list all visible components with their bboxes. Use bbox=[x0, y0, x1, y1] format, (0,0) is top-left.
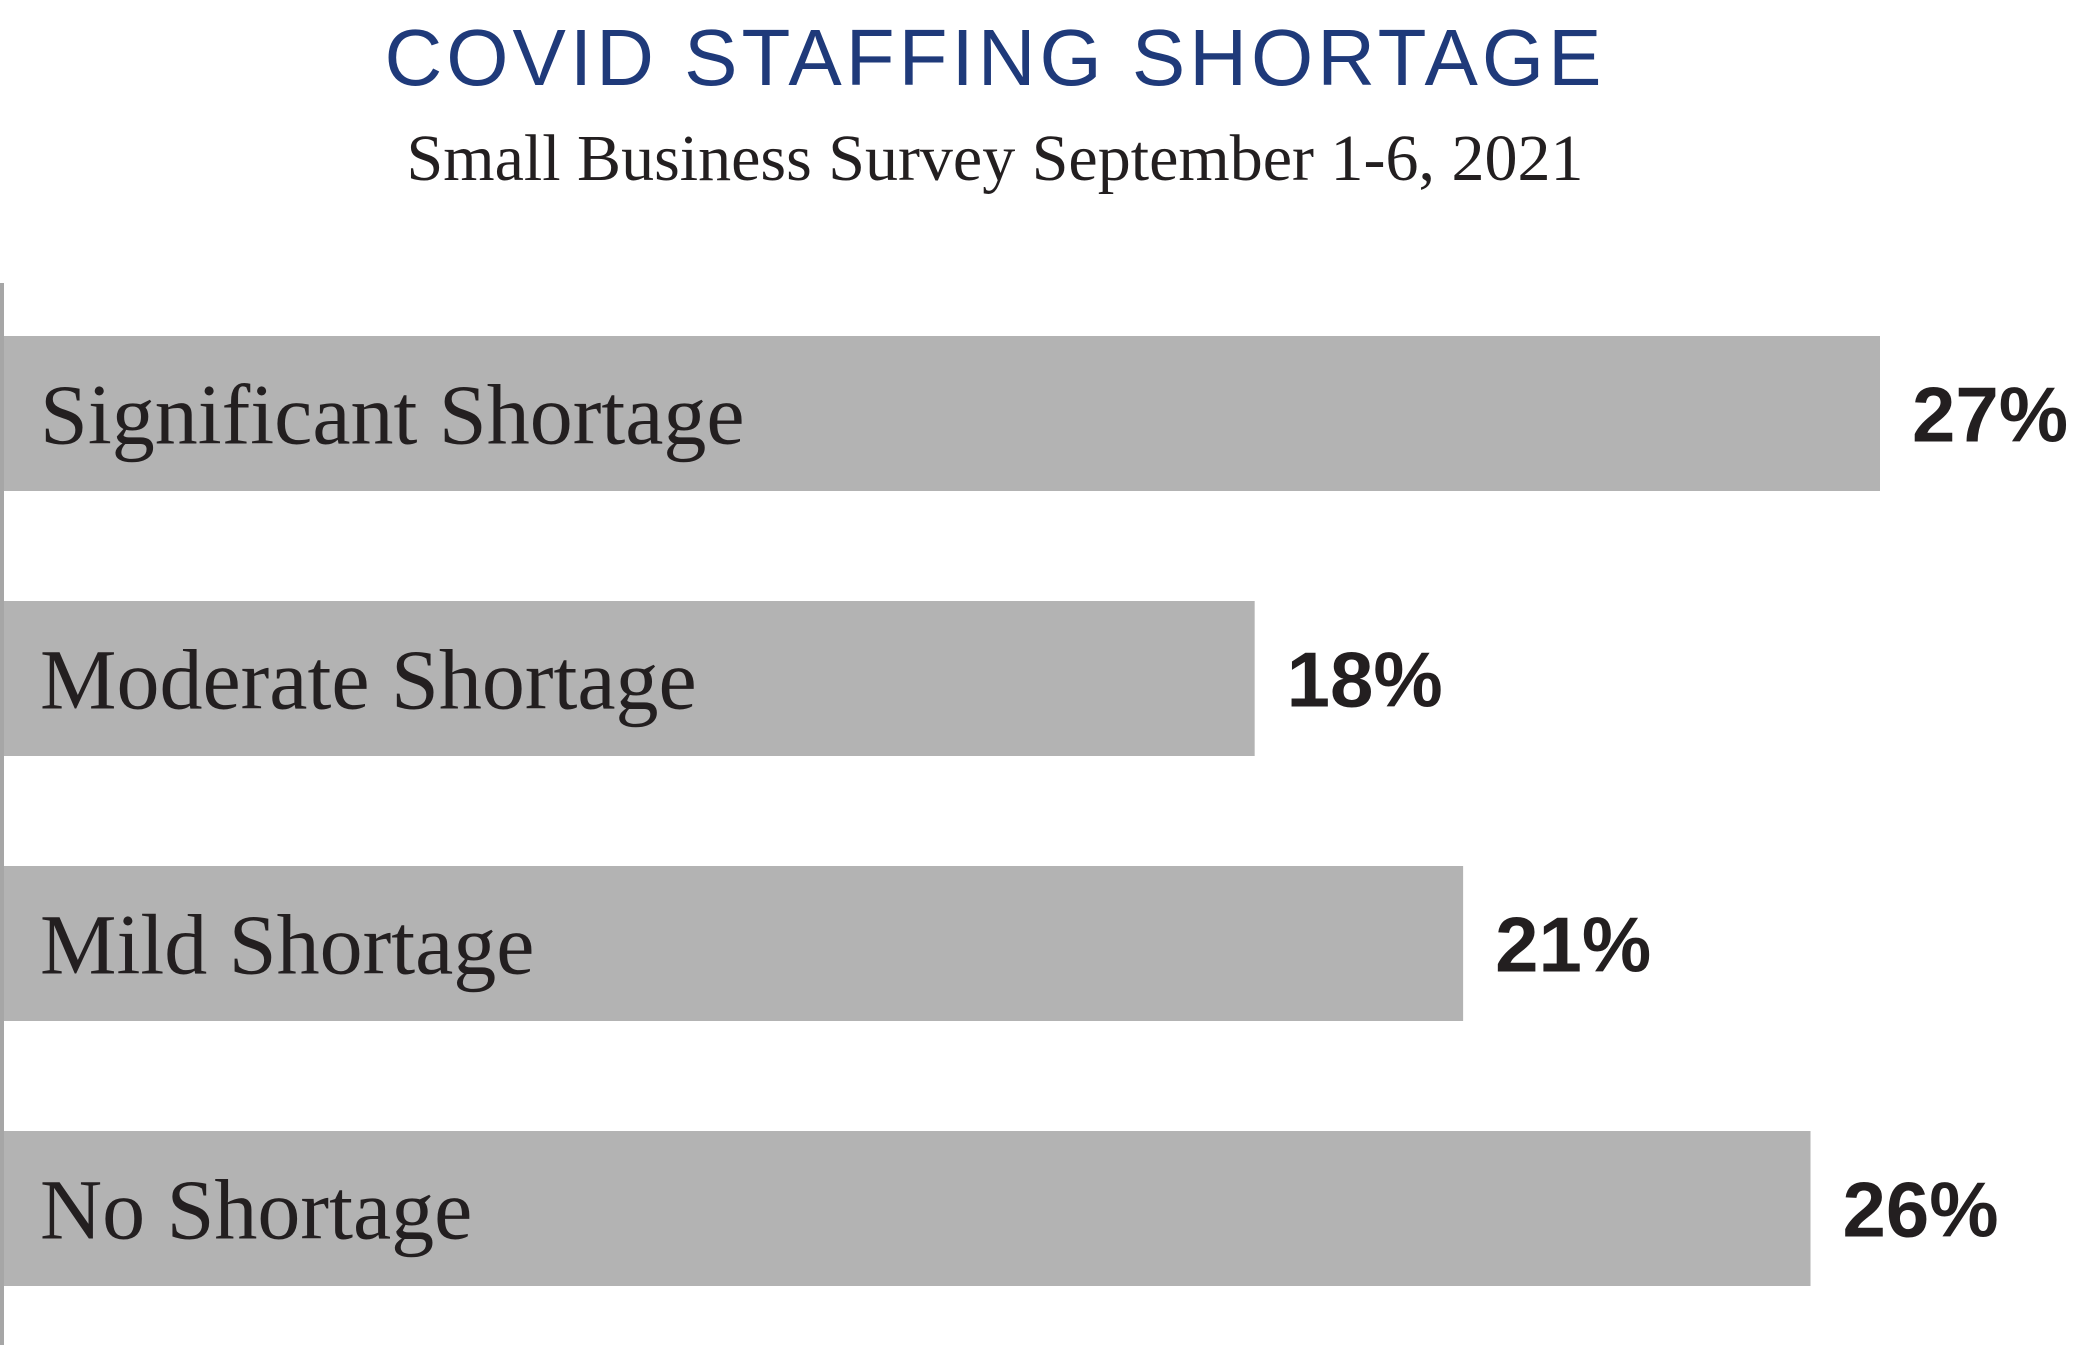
bar-no-shortage bbox=[4, 1131, 1811, 1286]
category-label: Moderate Shortage bbox=[40, 632, 697, 728]
chart-subtitle: Small Business Survey September 1-6, 202… bbox=[407, 122, 1584, 195]
category-label: Significant Shortage bbox=[40, 367, 745, 463]
value-label: 18% bbox=[1287, 636, 1443, 724]
value-label: 26% bbox=[1843, 1166, 1999, 1254]
category-label: No Shortage bbox=[40, 1162, 472, 1258]
category-label: Mild Shortage bbox=[40, 897, 534, 993]
bar-moderate-shortage bbox=[4, 601, 1255, 756]
bar-mild-shortage bbox=[4, 866, 1464, 1021]
value-label: 21% bbox=[1495, 901, 1651, 989]
bar-significant-shortage bbox=[4, 336, 1880, 491]
bars-group: Significant Shortage 27% Moderate Shortage… bbox=[4, 336, 2068, 1286]
value-label: 27% bbox=[1912, 371, 2068, 459]
chart-title: COVID STAFFING SHORTAGE bbox=[385, 13, 1606, 102]
